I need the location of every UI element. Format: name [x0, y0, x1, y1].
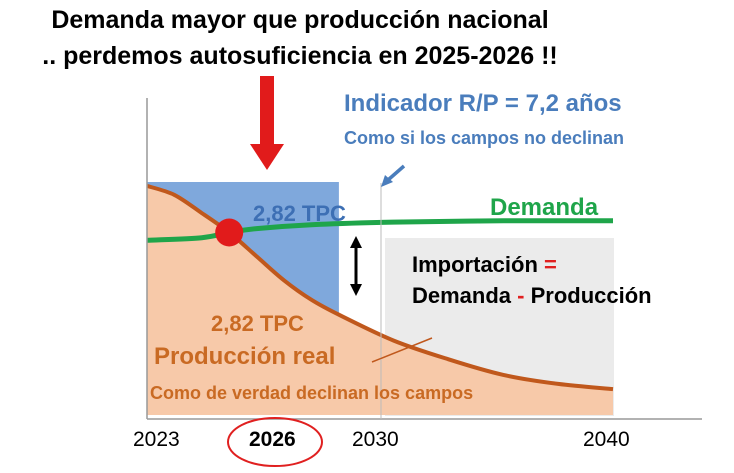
reserves-value-label: 2,82 TPC — [253, 201, 346, 226]
production-label: Producción real — [154, 343, 336, 370]
import-equation-line-1: Importación = — [412, 252, 557, 278]
title-line-2: .. perdemos autosuficiencia en 2025-2026… — [42, 42, 558, 70]
year-2026-highlight — [227, 417, 323, 467]
red-down-arrow — [250, 76, 284, 170]
x-tick-label: 2030 — [352, 428, 399, 451]
production-pointer-line — [371, 337, 433, 363]
title-line-1: Demanda mayor que producción nacional — [51, 6, 549, 34]
production-sublabel: Como de verdad declinan los campos — [150, 383, 474, 403]
production-word: Producción — [524, 283, 652, 308]
demand-line — [146, 218, 614, 243]
x-tick-label: 2040 — [583, 428, 630, 451]
production-area — [147, 185, 613, 415]
demand-label: Demanda — [490, 194, 599, 221]
production-value-label: 2,82 TPC — [211, 311, 304, 336]
indicator-title: Indicador R/P = 7,2 años — [344, 90, 622, 117]
equals-sign: = — [544, 252, 557, 277]
x-tick-label-highlighted: 2026 — [249, 428, 296, 451]
import-equation-line-2: Demanda - Producción — [412, 283, 652, 309]
indicator-pointer-arrow — [381, 164, 406, 187]
minus-sign: - — [517, 283, 525, 308]
import-word: Importación — [412, 252, 545, 277]
intersection-marker — [215, 218, 244, 247]
x-tick-label: 2023 — [133, 428, 180, 451]
demand-word: Demanda — [412, 283, 518, 308]
indicator-subtitle: Como si los campos no declinan — [344, 128, 625, 148]
production-line — [146, 183, 614, 392]
import-gap-double-arrow — [350, 236, 362, 296]
